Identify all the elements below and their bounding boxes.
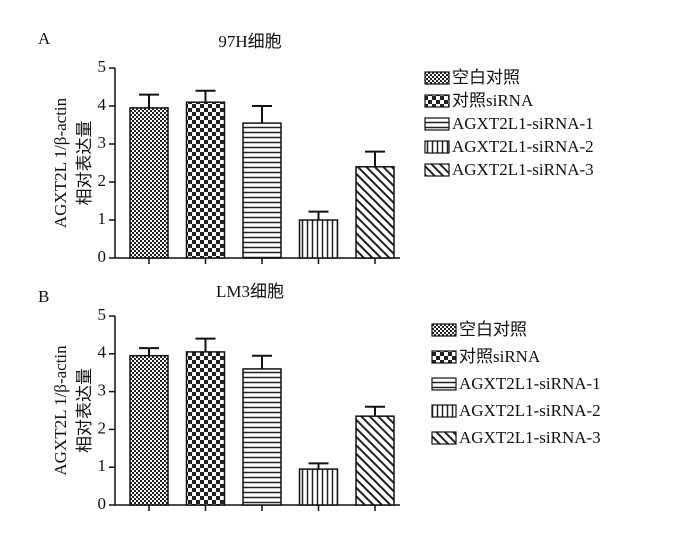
legend-swatch [424, 71, 450, 85]
y-axis-label: AGXT2L 1/β-actin [51, 97, 70, 228]
bar [185, 351, 226, 506]
bar [242, 368, 282, 506]
legend-swatch [431, 350, 457, 364]
panel-label: A [38, 29, 51, 48]
legend-label: AGXT2L1-siRNA-3 [452, 160, 594, 179]
bar [298, 219, 339, 259]
y-tick-label: 0 [98, 494, 107, 513]
panel-label: B [38, 287, 49, 306]
legend-label: AGXT2L1-siRNA-2 [459, 401, 601, 420]
legend-label: 对照siRNA [452, 91, 534, 110]
legend-label: AGXT2L1-siRNA-1 [459, 374, 601, 393]
y-axis-label: 相对表达量 [75, 121, 94, 206]
y-axis-label: AGXT2L 1/β-actin [51, 345, 70, 476]
chart-title: LM3细胞 [216, 282, 284, 301]
y-tick-label: 3 [98, 133, 107, 152]
legend-swatch [431, 377, 457, 391]
bar [355, 415, 395, 506]
bar [185, 101, 226, 259]
bar [298, 468, 339, 506]
chart-title: 97H细胞 [218, 32, 281, 51]
legend-label: 对照siRNA [459, 347, 541, 366]
y-tick-label: 3 [98, 381, 107, 400]
y-tick-label: 1 [98, 456, 107, 475]
legend-swatch [431, 323, 457, 337]
legend-swatch [424, 140, 450, 154]
y-tick-label: 0 [98, 247, 107, 266]
y-tick-label: 2 [98, 171, 107, 190]
legend-swatch [431, 431, 457, 445]
bar [355, 166, 395, 259]
legend-label: AGXT2L1-siRNA-1 [452, 114, 594, 133]
y-tick-label: 4 [98, 343, 107, 362]
y-tick-label: 5 [98, 57, 107, 76]
legend-swatch [431, 404, 457, 418]
y-tick-label: 4 [98, 95, 107, 114]
legend-label: AGXT2L1-siRNA-2 [452, 137, 594, 156]
y-axis-label: 相对表达量 [75, 368, 94, 453]
legend-label: AGXT2L1-siRNA-3 [459, 428, 601, 447]
legend-label: 空白对照 [452, 68, 520, 87]
bar [129, 107, 169, 259]
y-tick-label: 1 [98, 209, 107, 228]
legend-label: 空白对照 [459, 320, 527, 339]
legend-swatch [424, 163, 450, 177]
legend-swatch [424, 94, 450, 108]
bar [242, 122, 282, 259]
bar [129, 354, 169, 506]
legend-swatch [424, 117, 450, 131]
y-tick-label: 2 [98, 418, 107, 437]
y-tick-label: 5 [98, 305, 107, 324]
